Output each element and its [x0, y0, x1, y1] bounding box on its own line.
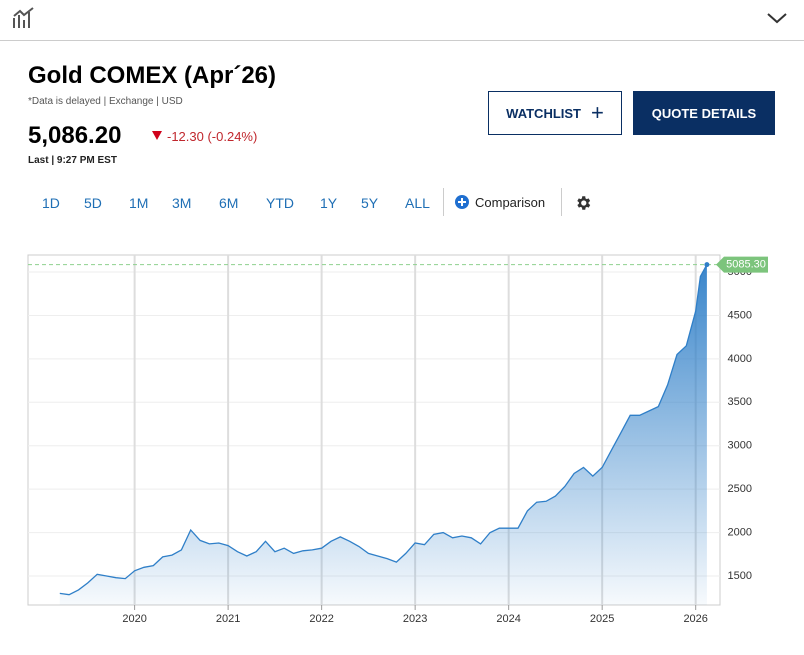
- watchlist-button[interactable]: WATCHLIST +: [488, 91, 622, 135]
- range-button[interactable]: YTD: [266, 195, 294, 211]
- quote-details-button[interactable]: QUOTE DETAILS: [633, 91, 775, 135]
- range-button[interactable]: 5D: [84, 195, 102, 211]
- area: [59, 264, 707, 605]
- range-button[interactable]: 1D: [42, 195, 60, 211]
- range-button[interactable]: ALL: [405, 195, 430, 211]
- watchlist-label: WATCHLIST: [506, 105, 581, 121]
- y-tick-label: 3000: [728, 440, 752, 452]
- y-tick-label: 4500: [728, 309, 752, 321]
- last-point: [704, 262, 710, 268]
- last-value-label: 5085.30: [726, 259, 766, 271]
- comparison-button[interactable]: Comparison: [475, 195, 546, 210]
- x-tick-label: 2022: [309, 613, 333, 625]
- x-tick-label: 2021: [216, 613, 240, 625]
- down-arrow: [152, 131, 162, 140]
- comparison-icon[interactable]: [455, 195, 469, 209]
- y-tick-label: 3500: [728, 396, 752, 408]
- y-tick-label: 1500: [728, 570, 752, 582]
- x-tick-label: 2026: [683, 613, 707, 625]
- x-tick-label: 2023: [403, 613, 427, 625]
- range-button[interactable]: 5Y: [361, 195, 379, 211]
- x-tick-label: 2020: [122, 613, 146, 625]
- y-tick-label: 4000: [728, 353, 752, 365]
- separator: [443, 188, 444, 216]
- divider: [0, 40, 804, 41]
- separator: [561, 188, 562, 216]
- range-button[interactable]: 1Y: [320, 195, 338, 211]
- range-button[interactable]: 1M: [129, 195, 149, 211]
- x-tick-label: 2024: [496, 613, 520, 625]
- title: Gold COMEX (Apr´26): [28, 62, 277, 89]
- chart-icon[interactable]: [12, 6, 36, 30]
- subtitle: *Data is delayed | Exchange | USD: [28, 96, 183, 107]
- last-value-tag: [716, 256, 768, 273]
- price-change: -12.30 (-0.24%): [167, 129, 258, 144]
- y-tick-label: 2500: [728, 483, 752, 495]
- line: [59, 264, 708, 596]
- plus-icon: +: [591, 100, 604, 125]
- quote-time: Last | 9:27 PM EST: [28, 155, 117, 166]
- settings-icon[interactable]: [574, 194, 592, 212]
- x-tick-label: 2025: [590, 613, 614, 625]
- price: 5,086.20: [28, 122, 122, 149]
- range-button[interactable]: 3M: [172, 195, 192, 211]
- range-button[interactable]: 6M: [219, 195, 239, 211]
- collapse-chevron[interactable]: [766, 10, 788, 26]
- y-tick-label: 2000: [728, 526, 752, 538]
